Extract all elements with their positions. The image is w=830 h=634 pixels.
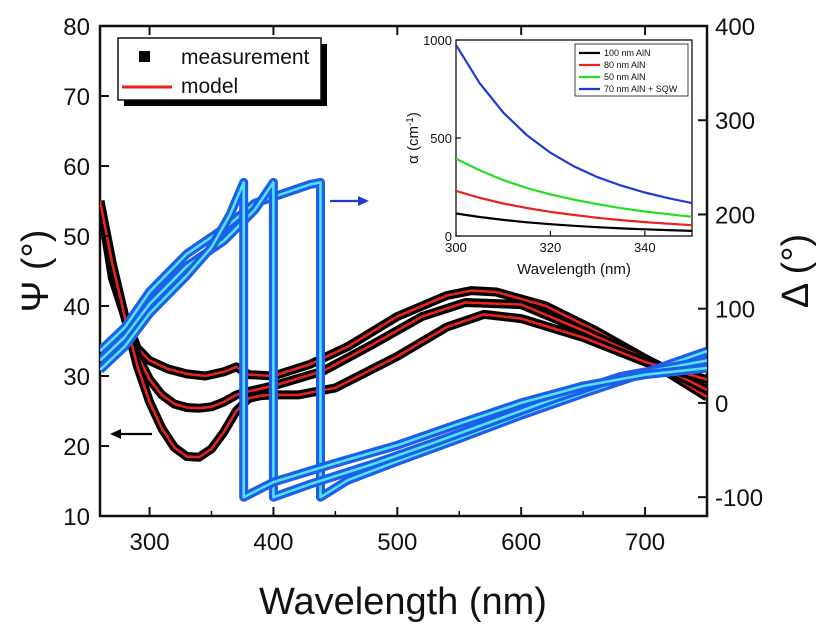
- legend-marker-measurement: [139, 51, 150, 62]
- y-left-tick-label: 20: [63, 434, 90, 461]
- y-left-tick-label: 10: [63, 504, 90, 531]
- x-tick-label: 600: [501, 529, 541, 556]
- inset-series-2: [456, 189, 692, 227]
- y-right-tick-label: 200: [715, 202, 755, 229]
- inset-y-tick-label: 0: [445, 229, 452, 244]
- y-right-tick-label: 0: [715, 391, 728, 418]
- y-right-tick-label: 400: [715, 14, 755, 41]
- legend-label-measurement: measurement: [181, 46, 310, 69]
- y-left-tick-label: 50: [63, 224, 90, 251]
- delta-model-2: [100, 181, 707, 499]
- inset-legend-label: 50 nm AlN: [604, 72, 646, 82]
- inset-legend-label: 80 nm AlN: [604, 60, 646, 70]
- y-left-tick-label: 60: [63, 154, 90, 181]
- y-right-tick-label: 100: [715, 297, 755, 324]
- inset-x-tick-label: 320: [540, 240, 562, 255]
- y-right-tick-label: -100: [715, 485, 763, 512]
- inset-legend-label: 100 nm AlN: [604, 48, 651, 58]
- x-tick-label: 700: [625, 529, 665, 556]
- main-legend: measurement model: [117, 37, 327, 106]
- inset-y-tick-label: 1000: [423, 33, 452, 48]
- inset-series-layer: [456, 44, 692, 232]
- inset-x-tick-label: 340: [634, 240, 656, 255]
- psi-model-2: [100, 200, 707, 410]
- delta-model-3: [100, 181, 707, 499]
- x-tick-label: 500: [377, 529, 417, 556]
- psi-model-1: [100, 200, 707, 399]
- y-right-axis-label: Δ (°): [775, 234, 817, 308]
- x-axis-label: Wavelength (nm): [259, 581, 547, 623]
- inset-series-1: [456, 212, 692, 232]
- y-left-axis-label: Ψ (°): [15, 230, 57, 313]
- inset-x-label: Wavelength (nm): [517, 261, 631, 278]
- delta-layer: [100, 177, 707, 502]
- arrow-left-annotation: [110, 429, 152, 439]
- inset-legend: 100 nm AlN 80 nm AlN 50 nm AlN 70 nm AlN + …: [574, 43, 689, 97]
- x-tick-label: 300: [130, 529, 170, 556]
- inset-x-tick-label: 300: [445, 240, 467, 255]
- y-left-tick-label: 70: [63, 84, 90, 111]
- axes-layer: 300 400 500 600 700 10 20 30 40 50 60 70 80 -100 0 100 2…: [63, 14, 763, 556]
- x-tick-label: 400: [253, 529, 293, 556]
- y-left-tick-label: 80: [63, 14, 90, 41]
- arrow-right-annotation: [330, 196, 369, 206]
- inset-legend-label: 70 nm AlN + SQW: [604, 84, 678, 94]
- y-left-tick-label: 30: [63, 364, 90, 391]
- y-left-tick-label: 40: [63, 294, 90, 321]
- inset-series-3: [456, 157, 692, 218]
- legend-box: [117, 37, 322, 101]
- inset-y-tick-label: 500: [430, 131, 452, 146]
- inset-series-4: [456, 44, 692, 205]
- delta-model-1: [100, 181, 707, 499]
- y-right-tick-label: 300: [715, 108, 755, 135]
- legend-label-model: model: [181, 75, 238, 98]
- inset-axes-layer: 300 320 340 0 500 1000: [423, 33, 656, 255]
